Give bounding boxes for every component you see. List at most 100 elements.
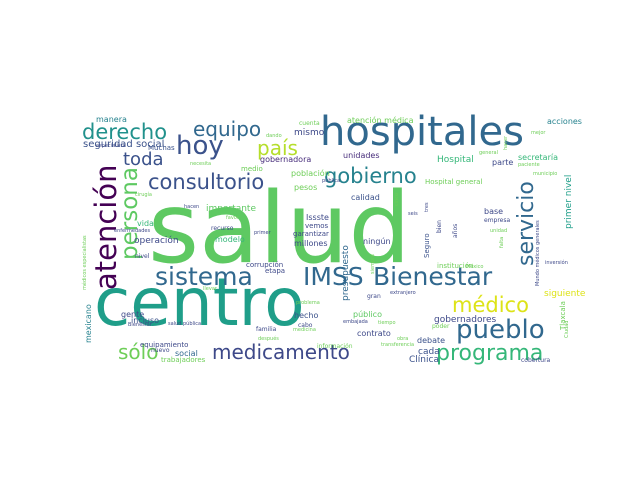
cloud-word: Issste	[306, 213, 329, 222]
cloud-word: transferencia	[381, 342, 414, 348]
cloud-word: corrupción	[246, 261, 283, 269]
cloud-word: derecho	[82, 120, 167, 144]
cloud-word: Hospital	[437, 155, 474, 165]
cloud-word: programa	[436, 341, 543, 366]
cloud-word: primer	[254, 230, 272, 236]
cloud-word: falta	[499, 237, 505, 248]
cloud-word: nivel	[135, 253, 150, 260]
cloud-word: necesita	[190, 161, 211, 167]
cloud-word: gobernadora	[260, 155, 311, 164]
cloud-word: salud pública	[168, 320, 201, 327]
cloud-word: empresa	[484, 217, 510, 224]
cloud-word: garantizar	[293, 230, 329, 238]
cloud-word: favor	[226, 215, 240, 221]
cloud-word: trabajadores	[161, 356, 206, 364]
cloud-word: equipamiento	[140, 341, 188, 349]
cloud-word: equipo	[193, 117, 261, 141]
cloud-word: ningún	[363, 237, 391, 246]
cloud-word: después	[258, 335, 279, 342]
cloud-word: información	[317, 343, 353, 350]
cloud-word: cuenta	[299, 120, 320, 127]
cloud-word: siempre	[370, 254, 376, 274]
cloud-word: Ciudad	[564, 321, 570, 338]
cloud-word: centro	[94, 264, 305, 341]
cloud-word: especialista	[96, 143, 126, 149]
cloud-word: medicamento	[212, 340, 350, 364]
cloud-word: manera	[96, 115, 127, 124]
cloud-word: hospitales	[320, 109, 524, 155]
cloud-word: servicio	[514, 181, 539, 266]
cloud-word: importante	[206, 204, 256, 214]
cloud-word: hoy	[176, 131, 224, 161]
cloud-word: cobertura	[521, 357, 551, 364]
cloud-word: gran	[367, 293, 381, 300]
cloud-word: cabo	[298, 322, 313, 329]
cloud-word: medicina	[293, 327, 316, 333]
cloud-word: siguiente	[544, 289, 586, 299]
cloud-word: consultorio	[148, 170, 264, 194]
cloud-word: Muchas	[148, 144, 175, 152]
cloud-word: municipio	[533, 171, 557, 177]
cloud-word: hecho	[294, 311, 318, 320]
cloud-word: familia	[256, 326, 277, 333]
cloud-word: sistema	[155, 262, 253, 291]
cloud-word: toda	[123, 149, 164, 170]
cloud-word: Clínica	[409, 355, 439, 365]
cloud-word: años	[452, 224, 459, 238]
cloud-word: llevar	[203, 286, 218, 292]
cloud-word: debate	[417, 336, 445, 345]
cloud-word: médico	[452, 293, 529, 317]
cloud-word: México	[466, 263, 483, 270]
cloud-word: Bienestar	[373, 262, 493, 291]
cloud-word: sólo	[118, 340, 158, 364]
cloud-word: contrato	[357, 329, 391, 338]
cloud-word: atención	[89, 165, 123, 291]
cloud-word: Hospital general	[425, 178, 482, 186]
cloud-word: hacen	[184, 204, 199, 210]
cloud-word: vida	[137, 219, 154, 228]
cloud-word: paciente	[518, 162, 540, 168]
cloud-word: unidad	[490, 228, 507, 234]
cloud-word: poder	[432, 323, 450, 330]
cloud-word: Mundo médicos generales	[534, 220, 541, 286]
cloud-word: cinco	[394, 193, 400, 206]
cloud-word: población	[291, 168, 330, 178]
cloud-word: extranjero	[390, 290, 416, 296]
cloud-word: acciones	[547, 117, 582, 126]
cloud-word: pueblo	[456, 315, 545, 345]
cloud-word: mismo	[294, 128, 325, 138]
cloud-word: parte	[492, 158, 513, 167]
cloud-word: tiempo	[378, 320, 396, 326]
cloud-word: general	[479, 150, 498, 156]
cloud-word: bien	[436, 220, 443, 233]
cloud-word: medio	[241, 165, 263, 173]
cloud-word: unidades	[343, 151, 380, 160]
cloud-word: cada	[418, 347, 440, 357]
cloud-word: IMSS	[303, 262, 364, 291]
cloud-word: hacer	[503, 135, 509, 150]
cloud-word: modelo	[215, 235, 245, 244]
cloud-word: gente	[121, 310, 144, 319]
cloud-word: millones	[294, 239, 328, 248]
cloud-word: calidad	[351, 193, 380, 202]
cloud-word: etapa	[265, 267, 285, 275]
cloud-word: salud	[148, 172, 411, 286]
cloud-word: presupuesto	[341, 245, 351, 301]
cloud-word: cirugía	[135, 191, 152, 198]
cloud-word: primer nivel	[564, 175, 574, 229]
cloud-word: seguridad social	[83, 139, 164, 150]
cloud-word: institución	[437, 262, 473, 270]
cloud-word: seis	[408, 211, 418, 217]
cloud-word: inversión	[545, 259, 568, 266]
cloud-word: enfermedades	[114, 228, 150, 234]
cloud-word: vemos	[305, 222, 329, 230]
cloud-word: social	[175, 349, 198, 358]
cloud-word: mejor	[531, 130, 546, 136]
cloud-word: base	[484, 207, 503, 216]
cloud-word: dando	[266, 133, 282, 139]
cloud-word: embajada	[343, 319, 368, 325]
cloud-word: tres	[424, 202, 430, 212]
cloud-word: público	[353, 310, 382, 319]
cloud-word: nuevo	[151, 347, 170, 354]
